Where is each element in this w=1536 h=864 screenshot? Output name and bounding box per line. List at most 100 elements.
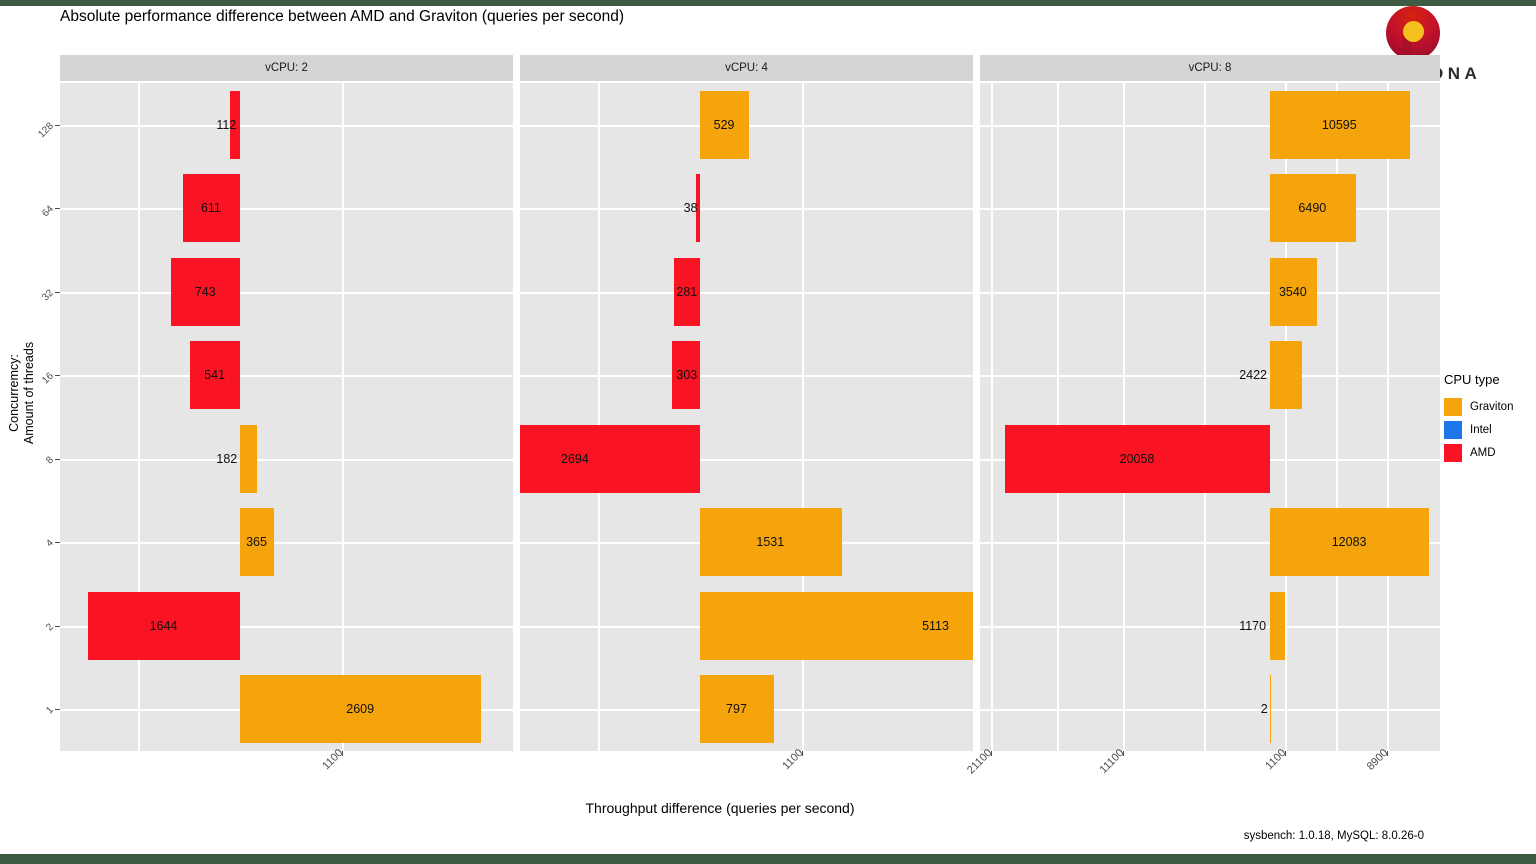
bar: [189, 341, 240, 410]
bar: [1270, 508, 1430, 577]
gridline-vertical-minor: [138, 83, 141, 751]
gridline-horizontal: [980, 542, 1440, 545]
bar-value-label: 2422: [1239, 368, 1267, 383]
bar: [240, 675, 482, 744]
bar-value-label: 2694: [561, 451, 589, 466]
gridline-horizontal: [980, 208, 1440, 211]
bottom-accent-band: [0, 854, 1536, 864]
y-axis-tick-mark: [55, 375, 60, 377]
gridline-vertical: [1284, 83, 1287, 751]
bar: [171, 257, 240, 326]
x-axis-tick-label: 11100: [1098, 746, 1127, 776]
bar-value-label: 20058: [1119, 451, 1155, 466]
x-axis-tick-mark: [991, 751, 993, 756]
gridline-vertical-minor: [1336, 83, 1338, 751]
gridline-horizontal: [60, 208, 513, 211]
top-accent-band: [0, 0, 1536, 6]
gridline-horizontal: [60, 375, 513, 378]
gridline-horizontal: [520, 208, 973, 211]
page-title: Absolute performance difference between …: [60, 8, 625, 25]
plot-area: 10595 6490 3540 2422 20058 12083 1170 2: [980, 83, 1440, 751]
gridline-vertical: [1123, 83, 1126, 751]
bar-value-label: 1170: [1239, 618, 1267, 633]
x-axis-tick-mark: [1284, 751, 1286, 756]
gridline-horizontal: [520, 291, 973, 294]
x-axis-tick-mark: [801, 751, 803, 756]
legend-item-label: Graviton: [1470, 400, 1514, 413]
bar: [700, 90, 749, 159]
facet-strip-label: vCPU: 4: [520, 55, 973, 81]
bar: [700, 675, 774, 744]
y-axis-tick-mark: [55, 291, 60, 293]
gridline-horizontal: [60, 124, 513, 127]
legend-item-label: AMD: [1470, 446, 1496, 459]
gridline-horizontal: [60, 291, 513, 294]
legend-color-swatch: [1444, 397, 1462, 416]
bar-value-label: 3540: [1278, 284, 1307, 299]
x-axis-tick-mark: [341, 751, 343, 756]
x-axis-tick-label: 1100: [1262, 746, 1289, 773]
facet-strip-label: vCPU: 2: [60, 55, 513, 81]
bar: [696, 174, 700, 243]
y-axis-tick-mark: [55, 208, 60, 210]
y-axis-tick-mark: [55, 124, 60, 126]
y-axis-tick-label: 128: [36, 120, 56, 140]
bar: [1005, 424, 1270, 493]
gridline-horizontal: [520, 458, 973, 461]
legend-item[interactable]: Graviton: [1444, 395, 1513, 418]
bar-value-label: 365: [246, 535, 267, 550]
gridline-horizontal: [980, 375, 1440, 378]
bar-value-label: 38: [683, 201, 698, 216]
gridline-horizontal: [60, 458, 513, 461]
gridline-horizontal: [980, 291, 1440, 294]
y-axis-tick-mark: [55, 542, 60, 544]
gridline-horizontal: [60, 625, 513, 628]
percona-logo-stem: [1403, 32, 1412, 60]
bar-value-label: 10595: [1321, 117, 1357, 132]
x-axis-tick-label: 21100: [965, 746, 995, 777]
bar-value-label: 1531: [756, 535, 785, 550]
legend-item[interactable]: Intel: [1444, 418, 1513, 441]
bar-value-label: 112: [216, 117, 237, 132]
bar: [671, 341, 700, 410]
bar: [674, 257, 700, 326]
bar-value-label: 6490: [1298, 201, 1327, 216]
bar: [1270, 591, 1286, 660]
x-axis-title: Throughput difference (queries per secon…: [585, 800, 855, 816]
bar-value-label: 1644: [149, 618, 178, 633]
gridline-vertical: [991, 83, 994, 751]
y-axis-tick-label: 4: [44, 537, 56, 550]
bar: [229, 90, 240, 159]
bar-value-label: 743: [194, 284, 216, 299]
y-axis-tick-label: 64: [40, 203, 56, 220]
bar-value-label: 303: [676, 368, 698, 383]
bar-value-label: 797: [726, 702, 747, 717]
legend-item-label: Intel: [1470, 423, 1492, 436]
y-axis-title-line1: Concurremcy:: [7, 354, 21, 432]
bar: [700, 508, 842, 577]
bar-value-label: 2: [1260, 702, 1268, 717]
legend-title: CPU type: [1444, 372, 1500, 387]
gridline-horizontal: [980, 124, 1440, 127]
legend-color-swatch: [1444, 420, 1462, 439]
gridline-horizontal: [980, 709, 1440, 712]
legend-items: Graviton Intel AMD: [1444, 395, 1513, 464]
bar-value-label: 611: [200, 201, 221, 216]
bar: [700, 591, 973, 660]
bar-value-label: 281: [676, 284, 698, 299]
x-axis-tick-label: 1100: [320, 746, 346, 773]
facet-strip-label: vCPU: 8: [980, 55, 1440, 81]
y-axis-tick-mark: [55, 709, 60, 711]
bar: [87, 591, 240, 660]
bar-value-label: 541: [204, 368, 226, 383]
gridline-horizontal: [980, 625, 1440, 628]
legend-color-swatch: [1444, 443, 1462, 462]
bar: [183, 174, 240, 243]
bar: [240, 508, 274, 577]
gridline-horizontal: [520, 375, 973, 378]
gridline-vertical: [1387, 83, 1390, 751]
legend-item[interactable]: AMD: [1444, 441, 1513, 464]
bar: [1270, 174, 1356, 243]
bar: [1270, 341, 1302, 410]
y-axis-tick-label: 1: [44, 704, 56, 717]
